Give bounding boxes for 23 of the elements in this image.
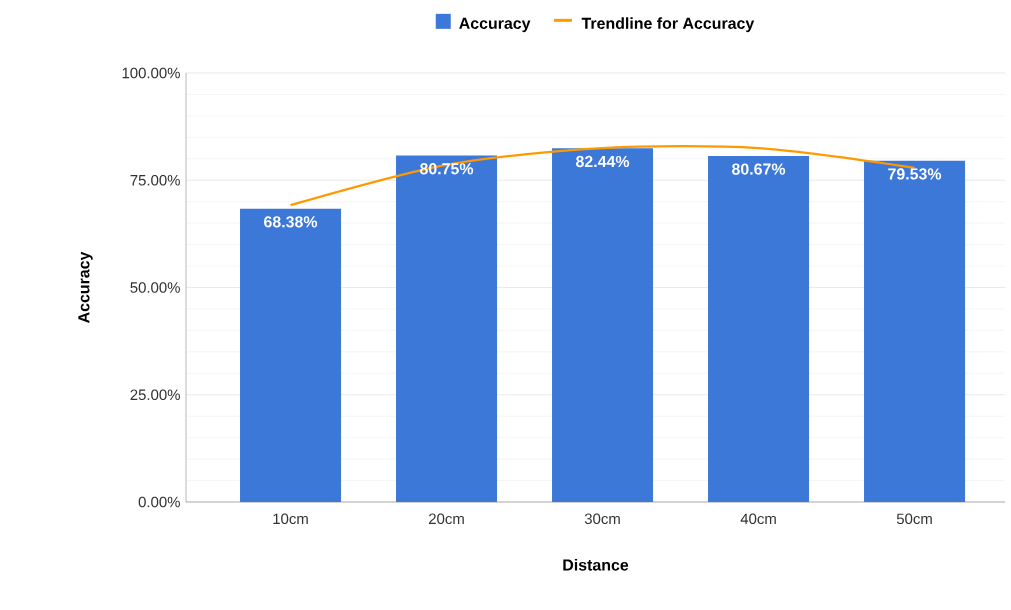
x-tick-label: 40cm xyxy=(740,513,776,525)
legend-label: Trendline for Accuracy xyxy=(581,17,755,33)
bar xyxy=(708,155,810,502)
x-tick-label: 20cm xyxy=(429,513,464,525)
data-label: 68.38% xyxy=(264,216,318,228)
data-label: 82.44% xyxy=(576,155,630,168)
y-tick-label: 50.00% xyxy=(130,282,180,293)
x-tick-label: 30cm xyxy=(584,513,620,525)
x-tick-label: 50cm xyxy=(896,513,932,525)
data-label: 80.67% xyxy=(732,163,786,175)
x-tick-label: 10cm xyxy=(273,513,308,525)
bar xyxy=(240,208,342,502)
legend-label: Accuracy xyxy=(459,17,531,33)
bar xyxy=(864,160,966,502)
bar xyxy=(396,155,498,502)
data-label: 79.53% xyxy=(888,168,942,180)
bar xyxy=(552,148,654,502)
y-tick-label: 75.00% xyxy=(130,174,180,186)
y-tick-label: 0.00% xyxy=(138,496,180,508)
y-tick-label: 25.00% xyxy=(130,389,180,401)
y-tick-label: 100.00% xyxy=(122,67,180,79)
y-axis-title: Accuracy xyxy=(78,251,93,323)
x-axis-title: Distance xyxy=(563,558,629,571)
